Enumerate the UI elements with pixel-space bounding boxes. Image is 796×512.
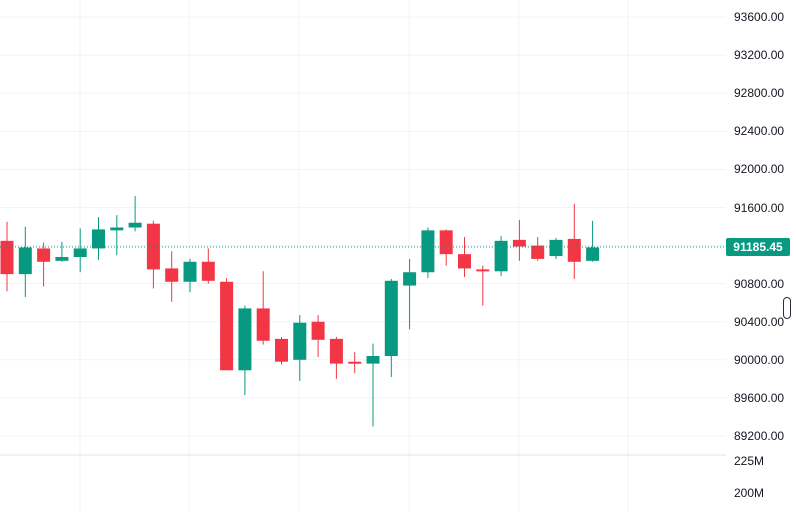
candle-body <box>531 245 545 259</box>
candle-down <box>165 251 179 302</box>
candle-body <box>311 321 325 340</box>
candle-body <box>256 308 270 341</box>
candle-up <box>128 196 142 232</box>
price-axis-tick-label: 89600.00 <box>734 390 785 405</box>
price-axis-tick-label: 92400.00 <box>734 124 785 139</box>
candle-down <box>256 271 270 345</box>
price-axis-tick-label: 90000.00 <box>734 352 785 367</box>
price-axis-tick-label: 93600.00 <box>734 10 785 25</box>
candle-up <box>366 343 380 427</box>
candle-body <box>384 280 398 357</box>
candle-body <box>0 240 14 275</box>
candle-up <box>92 217 105 260</box>
candles <box>0 196 600 427</box>
candle-up <box>549 237 563 259</box>
candle-body <box>512 239 526 247</box>
candle-body <box>567 238 581 262</box>
candle-body <box>18 247 32 275</box>
candle-up <box>73 228 87 273</box>
candle-down <box>329 336 343 379</box>
candle-body <box>458 254 471 269</box>
candle-body <box>439 230 453 255</box>
candle-down <box>512 219 526 261</box>
candle-up <box>494 236 508 277</box>
price-axis-tick-label: 93200.00 <box>734 48 785 63</box>
price-axis-tick-label: 92800.00 <box>734 86 785 101</box>
grid-lines <box>0 0 726 512</box>
candle-body <box>37 248 51 262</box>
candle-down <box>201 248 215 284</box>
price-scale-handle[interactable] <box>783 297 791 319</box>
candle-body <box>201 261 215 281</box>
candle-down <box>37 242 51 287</box>
candle-up <box>110 215 124 256</box>
current-price-badge: 91185.45 <box>726 237 790 256</box>
candle-up <box>403 258 417 330</box>
candle-body <box>586 247 600 261</box>
candle-up <box>55 241 69 262</box>
price-axis-tick-label: 90800.00 <box>734 276 785 291</box>
candle-body <box>165 268 179 282</box>
candle-up <box>421 227 435 278</box>
candle-down <box>439 229 453 266</box>
candle-body <box>494 240 508 272</box>
candle-down <box>275 336 288 365</box>
candle-down <box>458 237 471 277</box>
candle-down <box>220 277 234 371</box>
candle-up <box>18 226 32 297</box>
candle-down <box>146 220 160 289</box>
candle-body <box>275 338 288 362</box>
candle-up <box>384 278 398 377</box>
candle-down <box>476 265 490 306</box>
candle-down <box>0 221 14 292</box>
price-axis-tick-label: 92000.00 <box>734 162 785 177</box>
candle-body <box>110 227 124 231</box>
candle-body <box>329 338 343 364</box>
price-axis-tick-label: 91600.00 <box>734 200 785 215</box>
candle-body <box>421 230 435 273</box>
candle-body <box>73 248 87 258</box>
candle-body <box>92 229 105 249</box>
candle-body <box>293 322 307 360</box>
candle-down <box>531 237 545 261</box>
price-axis-tick-label: 89200.00 <box>734 428 785 443</box>
candle-body <box>476 269 490 272</box>
candle-down <box>311 315 325 357</box>
volume-axis-label-225m: 225M <box>734 454 765 468</box>
candle-body <box>128 222 142 228</box>
candle-body <box>220 281 234 371</box>
candle-down <box>567 203 581 279</box>
candle-down <box>348 352 362 374</box>
candle-up <box>238 305 252 396</box>
candle-body <box>238 308 252 371</box>
candle-up <box>293 315 307 381</box>
candle-body <box>403 272 417 286</box>
candle-up <box>586 220 600 262</box>
candle-body <box>55 257 69 261</box>
candle-body <box>183 261 197 282</box>
candle-body <box>549 239 563 257</box>
candle-body <box>366 356 380 364</box>
candle-body <box>348 361 362 364</box>
volume-axis-label-200m: 200M <box>734 486 765 500</box>
candle-up <box>183 258 197 293</box>
price-axis-tick-label: 90400.00 <box>734 314 785 329</box>
